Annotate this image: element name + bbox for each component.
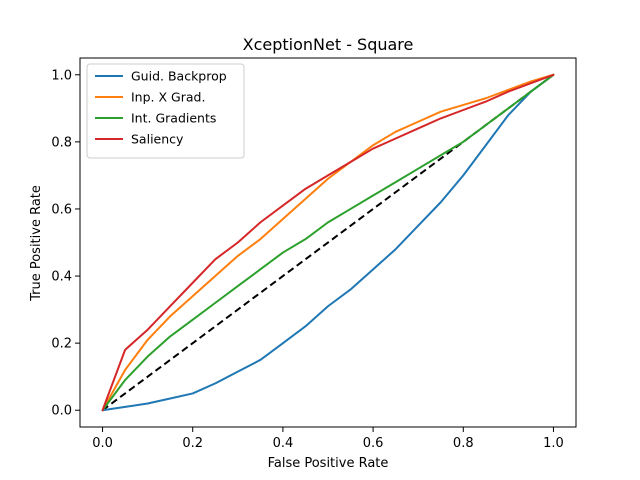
series-line-int-gradients <box>101 73 555 412</box>
x-tick-label: 0.0 <box>92 436 113 451</box>
x-tick-label: 1.0 <box>543 436 564 451</box>
y-tick-label: 0.6 <box>51 202 72 217</box>
legend-box <box>86 63 245 159</box>
legend-label: Saliency <box>131 132 184 147</box>
legend-layer: Guid. Backprop Inp. X Grad. Int. Gradients… <box>86 63 245 159</box>
y-tick-label: 0.4 <box>51 270 72 285</box>
axes-frame <box>79 57 577 428</box>
series-line-guid-backprop <box>101 73 555 412</box>
legend-label: Guid. Backprop <box>131 69 227 84</box>
x-tick-label: 0.8 <box>453 436 474 451</box>
y-tick-label: 1.0 <box>51 68 72 83</box>
x-axis-title: False Positive Rate <box>268 456 389 471</box>
x-tick-label: 0.6 <box>363 436 384 451</box>
legend-label: Inp. X Grad. <box>131 90 205 105</box>
y-tick-label: 0.0 <box>51 404 72 419</box>
series-line-inp-x-grad <box>101 73 555 412</box>
lines-layer <box>101 73 555 412</box>
x-tick-label: 0.2 <box>182 436 203 451</box>
y-tick-label: 0.2 <box>51 337 72 352</box>
axes-layer: 0.0 0.2 0.4 0.6 0.8 1.0 0.0 0.2 0.4 0.6 0.8 1.0 <box>51 57 577 451</box>
y-axis-title: True Positive Rate <box>29 185 44 302</box>
chart-title: XceptionNet - Square <box>243 35 414 54</box>
series-line-saliency <box>101 73 555 412</box>
x-tick-label: 0.4 <box>273 436 294 451</box>
legend-label: Int. Gradients <box>131 111 216 126</box>
y-tick-label: 0.8 <box>51 135 72 150</box>
